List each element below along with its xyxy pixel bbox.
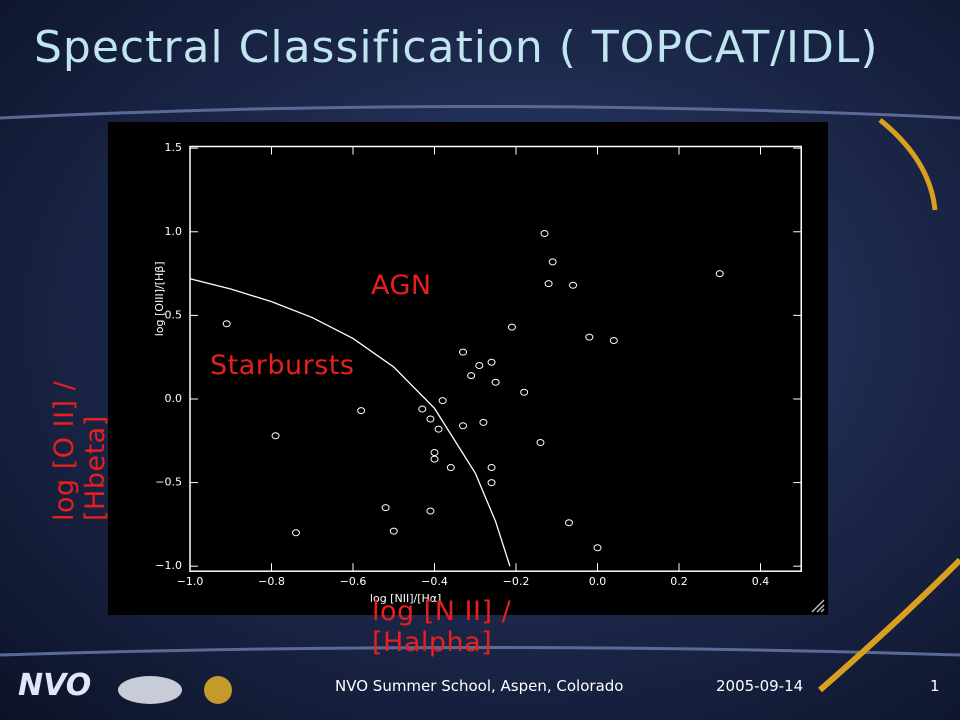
decor-arc (0, 105, 960, 120)
decor-swoosh (878, 118, 938, 211)
y-tick-label: 1.0 (165, 225, 183, 238)
data-point (381, 504, 390, 512)
x-tick-label: 0.0 (589, 575, 607, 588)
data-point (520, 388, 529, 396)
plot-frame (189, 145, 802, 572)
x-tick-label: −0.8 (258, 575, 285, 588)
resize-grip (811, 599, 825, 613)
data-point (467, 372, 476, 380)
y-tick-label: 0.5 (165, 308, 183, 321)
boundary-curve (189, 278, 511, 567)
x-tick-label: −0.4 (421, 575, 448, 588)
x-axis-label: log [NII]/[Hα] (370, 592, 441, 605)
y-tick-label: −0.5 (155, 476, 182, 489)
data-point (222, 320, 231, 328)
y-axis-note: log [O II] / [Hbeta] (49, 380, 111, 521)
footer-date: 2005-09-14 (716, 677, 804, 695)
data-point (507, 323, 516, 331)
x-tick-label: −0.6 (340, 575, 367, 588)
data-point (434, 425, 443, 433)
data-point (593, 544, 602, 552)
data-point (426, 507, 435, 515)
data-point (389, 527, 398, 535)
y-tick-label: 1.5 (165, 141, 183, 154)
data-point (544, 280, 553, 288)
data-point (459, 422, 468, 430)
data-point (569, 281, 578, 289)
data-point (475, 362, 484, 370)
data-point (536, 438, 545, 446)
data-point (487, 358, 496, 366)
decor-arc (0, 646, 960, 657)
data-point (609, 336, 618, 344)
data-point (426, 415, 435, 423)
data-point (459, 348, 468, 356)
data-point (585, 333, 594, 341)
x-tick-label: 0.2 (670, 575, 688, 588)
footer-text: NVO Summer School, Aspen, Colorado (335, 677, 624, 695)
logo-ivoa (118, 676, 182, 704)
data-point (271, 432, 280, 440)
plot-background (108, 122, 828, 615)
data-point (430, 455, 439, 463)
y-tick-label: 0.0 (165, 392, 183, 405)
data-point (291, 529, 300, 537)
data-point (430, 448, 439, 456)
data-point (487, 464, 496, 472)
logo-nsf (204, 676, 232, 704)
x-tick-label: 0.4 (752, 575, 770, 588)
y-tick-label: −1.0 (155, 559, 182, 572)
data-point (564, 519, 573, 527)
data-point (715, 270, 724, 278)
agn-label: AGN (371, 270, 432, 301)
data-point (479, 418, 488, 426)
starburst-label: Starbursts (210, 350, 355, 381)
footer-page: 1 (930, 677, 940, 695)
data-point (446, 464, 455, 472)
data-point (491, 378, 500, 386)
data-point (438, 397, 447, 405)
x-axis-note: log [N II] / [Halpha] (372, 596, 512, 658)
data-point (540, 229, 549, 237)
slide-title: Spectral Classification ( TOPCAT/IDL) (34, 22, 879, 73)
data-point (418, 405, 427, 413)
x-tick-label: −1.0 (177, 575, 204, 588)
data-point (487, 479, 496, 487)
x-tick-label: −0.2 (503, 575, 530, 588)
data-point (548, 258, 557, 266)
decor-swoosh (818, 557, 960, 693)
logo-nvo: NVO (18, 668, 92, 703)
data-point (357, 407, 366, 415)
y-axis-label: log [OIII]/[Hβ] (153, 261, 166, 336)
